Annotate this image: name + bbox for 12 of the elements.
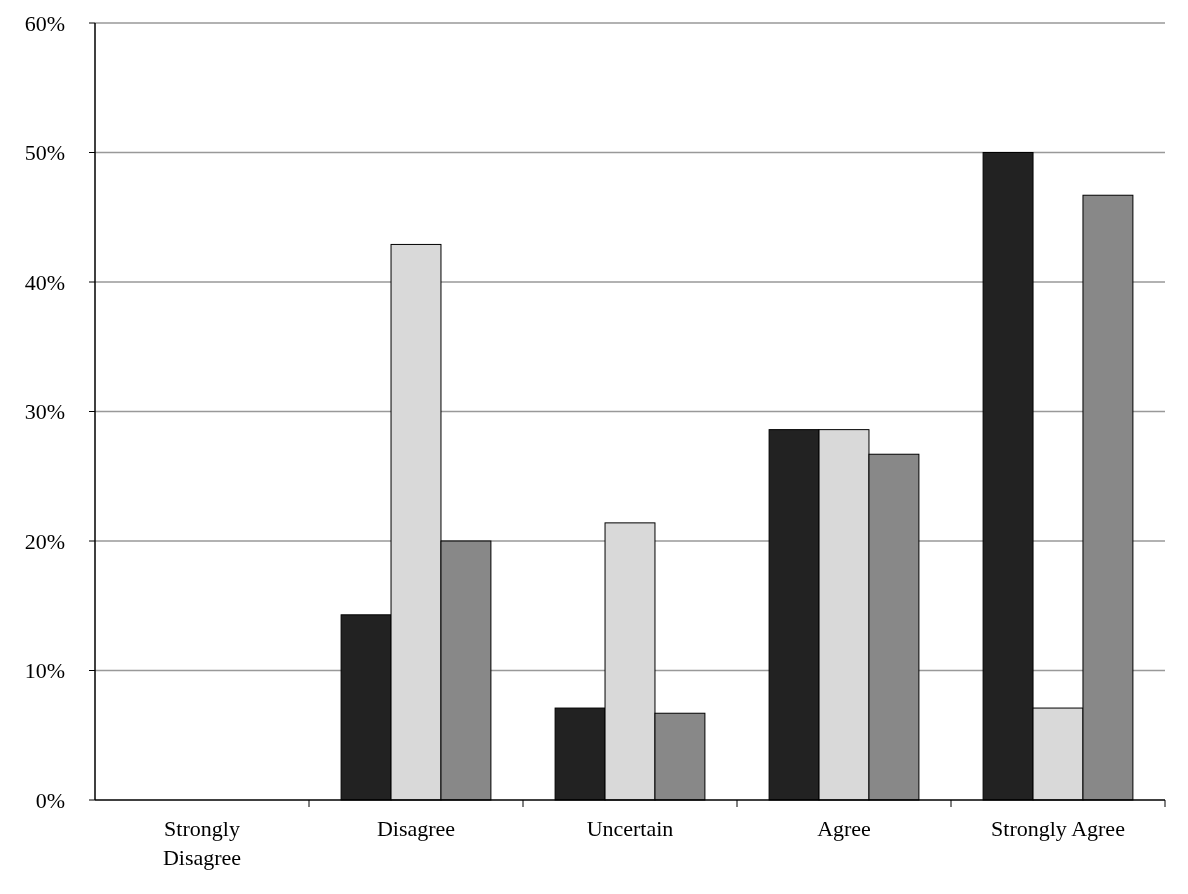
x-tick-label: Agree: [817, 816, 871, 841]
y-tick-label: 30%: [24, 399, 65, 425]
x-tick-label: Uncertain: [586, 816, 674, 841]
y-tick-label: 50%: [24, 140, 65, 166]
y-tick-label: 60%: [24, 10, 65, 36]
y-tick-label: 40%: [24, 269, 65, 295]
x-tick-label: Strongly Agree: [991, 816, 1125, 841]
x-tick-label: Disagree: [376, 816, 456, 841]
x-tick-label: Strongly Disagree: [162, 816, 242, 870]
y-tick-label: 20%: [24, 528, 65, 554]
y-tick-label: 10%: [24, 658, 65, 684]
y-tick-label: 0%: [35, 787, 65, 813]
